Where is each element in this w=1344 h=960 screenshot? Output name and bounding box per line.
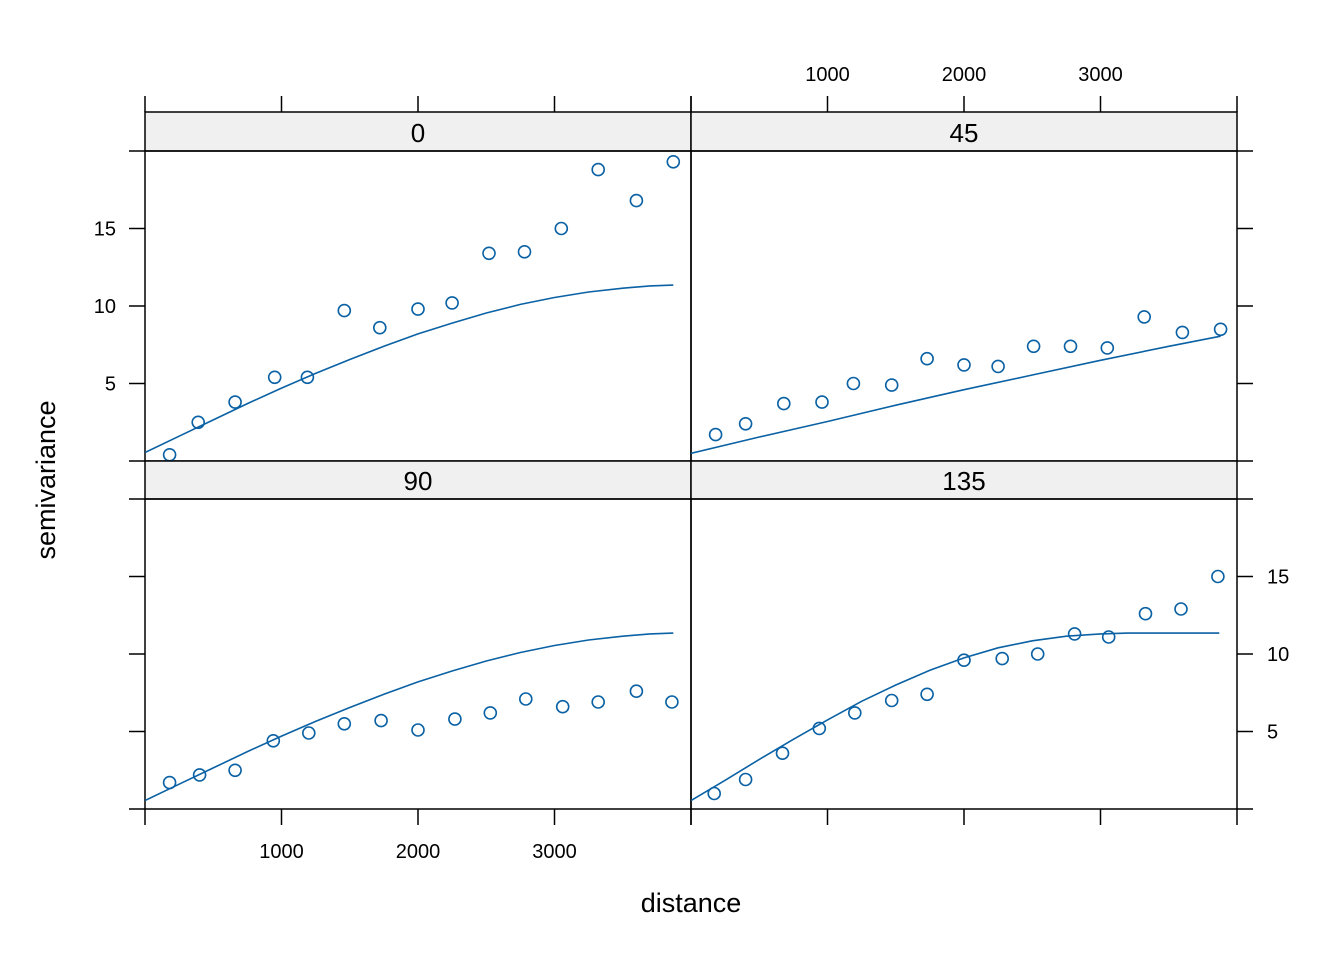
x-tick-label: 2000 [396,841,441,863]
data-point [920,351,934,366]
data-point [738,772,753,787]
fit-line-0 [145,284,674,454]
data-point [1213,322,1228,337]
data-point [847,706,862,720]
data-point [995,651,1010,666]
strip-label-135: 135 [942,466,985,496]
data-point [920,687,934,702]
data-point [191,415,205,430]
data-point [1211,569,1225,584]
data-point [1067,627,1082,641]
data-point [846,376,861,391]
fit-line-45 [691,335,1221,455]
data-point [629,193,644,208]
x-tick-label: 3000 [532,841,577,863]
axes-layer: 1000 2000 3000 1000 2000 3000 5 10 15 5 10 15 [94,64,1290,863]
data-point [665,695,679,709]
data-point [1026,339,1041,354]
data-point [666,155,681,169]
data-point [1101,630,1116,644]
data-point [957,358,971,372]
x-tick-label: 1000 [805,64,850,86]
data-point [192,768,207,782]
data-point [708,427,723,442]
data-point [517,245,532,259]
fit-line-135 [691,632,1220,802]
panel-frame-0 [144,150,692,462]
data-point [228,763,242,778]
data-point [374,713,388,728]
data-point [555,699,570,714]
strip-label-90: 90 [404,466,433,496]
panel-frame-90 [144,498,692,810]
data-point [267,370,282,385]
x-tick-label: 1000 [259,841,304,863]
data-point [448,712,462,726]
panel-45: 45 [690,111,1238,462]
data-point [301,726,316,740]
data-point [629,684,644,699]
data-point [337,303,352,318]
y-tick-label: 15 [94,219,116,241]
data-point [776,396,791,411]
data-point [591,162,606,177]
data-point [1100,341,1115,355]
data-point [445,296,459,310]
data-point [1174,602,1188,616]
x-axis-label: distance [641,888,742,918]
data-point [957,653,971,668]
fit-line-90 [145,632,674,802]
data-point [228,395,242,409]
data-point [1138,606,1153,621]
strip-90 [144,460,692,500]
data-point [300,370,315,385]
data-point [1063,339,1078,354]
data-point [1030,647,1045,661]
data-point [707,786,722,801]
panel-0: 0 [144,111,692,462]
data-point [162,775,177,790]
data-point [372,320,387,335]
panel-frame-45 [690,150,1238,462]
strip-135 [690,460,1238,500]
data-point [483,706,498,720]
data-point [337,716,352,731]
data-point [554,221,569,236]
data-point [518,692,533,706]
data-point [812,721,827,736]
y-tick-label: 5 [105,374,116,396]
data-point [775,746,790,761]
y-tick-label: 5 [1267,722,1278,744]
panel-90: 90 [144,460,692,810]
strip-0 [144,111,692,152]
x-tick-label: 2000 [942,64,987,86]
panels-layer: 0 45 90 135 [144,111,1238,810]
x-tick-label: 3000 [1078,64,1123,86]
y-tick-label: 15 [1267,567,1289,589]
data-point [1137,310,1151,324]
panel-135: 135 [690,460,1238,810]
y-tick-label: 10 [94,296,116,318]
data-point [815,395,829,409]
data-point [411,723,425,737]
data-point [1175,325,1190,340]
strip-label-0: 0 [411,118,425,148]
y-tick-label: 10 [1267,644,1289,666]
data-point [482,246,496,261]
data-point [591,695,606,709]
data-point [162,447,177,462]
data-point [884,378,899,392]
data-point [738,416,753,431]
data-point [411,302,425,316]
y-axis-label: semivariance [31,400,61,559]
strip-label-45: 45 [950,118,979,148]
data-point [991,359,1005,374]
data-point [884,693,899,708]
data-point [266,733,281,748]
